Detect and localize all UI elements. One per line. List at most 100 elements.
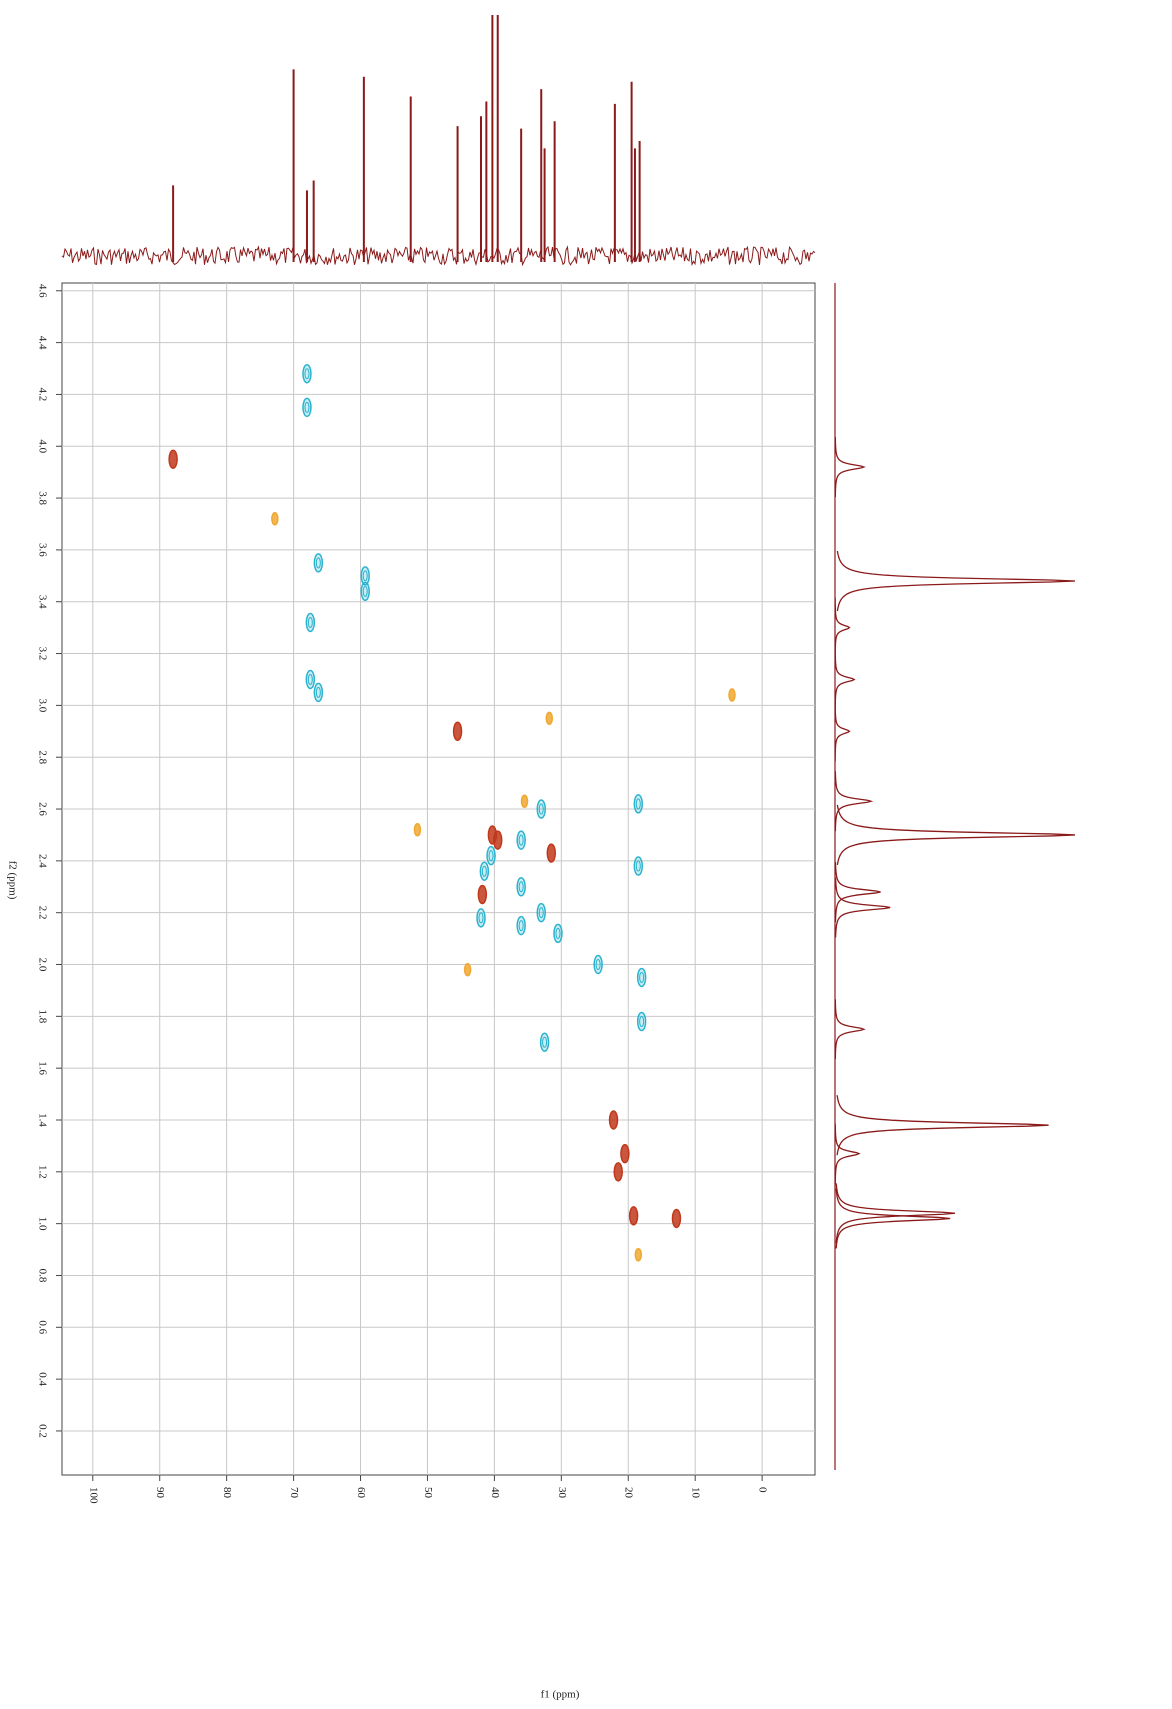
- x-tick-label: 30: [556, 1487, 568, 1499]
- cross-peak-ring: [304, 401, 310, 413]
- x-axis-label: f1 (ppm): [541, 1689, 580, 1701]
- cross-peak: [634, 1247, 643, 1262]
- side-peak: [834, 861, 881, 922]
- x-tick-label: 100: [87, 1487, 99, 1504]
- cross-peak-ring: [362, 585, 368, 597]
- side-peak: [834, 771, 874, 832]
- side-peak: [834, 649, 856, 710]
- cross-peak-ring: [635, 860, 641, 872]
- cross-peak: [476, 908, 486, 928]
- x-tick-label: 90: [154, 1487, 166, 1499]
- side-peak: [835, 1188, 951, 1249]
- y-tick-label: 4.0: [36, 439, 48, 453]
- cross-peak-ring: [518, 920, 524, 932]
- cross-peak: [546, 843, 557, 863]
- side-peak: [834, 701, 851, 762]
- cross-peak-ring: [315, 557, 321, 569]
- cross-peak: [463, 962, 472, 977]
- cross-peak-ring: [542, 1036, 548, 1048]
- cross-peak: [636, 967, 647, 988]
- side-peak: [834, 597, 851, 658]
- side-peak: [836, 550, 1076, 612]
- side-peak: [836, 1095, 1049, 1156]
- y-tick-label: 3.6: [36, 543, 48, 557]
- cross-peak-ring: [518, 834, 524, 846]
- cross-peak-ring: [481, 865, 487, 877]
- cross-peak: [486, 845, 496, 866]
- y-tick-label: 3.8: [36, 491, 48, 505]
- y-tick-label: 2.0: [36, 958, 48, 972]
- x-tick-label: 50: [422, 1487, 434, 1499]
- cross-peak: [302, 363, 312, 384]
- cross-peak: [516, 915, 526, 936]
- cross-peak-ring: [304, 368, 310, 380]
- cross-peak-ring: [555, 927, 561, 939]
- cross-peak: [536, 902, 546, 923]
- x-tick-label: 40: [489, 1487, 501, 1499]
- x-tick-label: 60: [355, 1487, 367, 1499]
- cross-peak: [360, 581, 370, 602]
- y-tick-label: 0.2: [36, 1424, 48, 1438]
- y-tick-label: 0.6: [36, 1320, 48, 1334]
- cross-peak: [613, 1162, 623, 1182]
- y-tick-label: 4.2: [36, 388, 48, 402]
- x-tick-label: 0: [757, 1487, 769, 1493]
- cross-peak: [271, 512, 279, 526]
- cross-peak: [516, 877, 526, 897]
- cross-peak: [302, 397, 312, 418]
- cross-peak-ring: [307, 673, 313, 685]
- cross-peak-ring: [639, 971, 645, 983]
- cross-peak: [539, 1032, 550, 1053]
- cross-peak-ring: [307, 616, 313, 628]
- y-tick-label: 2.2: [36, 906, 48, 920]
- y-tick-label: 1.2: [36, 1165, 48, 1179]
- y-tick-label: 1.6: [36, 1061, 48, 1075]
- cross-peak: [360, 566, 370, 586]
- cross-peak-ring: [639, 1016, 645, 1028]
- y-tick-label: 2.8: [36, 750, 48, 764]
- side-peak: [834, 436, 866, 497]
- cross-peak: [636, 1011, 647, 1032]
- cross-peak-ring: [488, 850, 494, 862]
- plot-frame: [61, 282, 816, 1476]
- cross-peak: [452, 721, 463, 742]
- y-tick-label: 4.6: [36, 284, 48, 298]
- cross-peak: [553, 923, 563, 944]
- cross-peak: [516, 830, 526, 850]
- cross-peak-ring: [315, 686, 321, 698]
- y-tick-label: 3.0: [36, 699, 48, 713]
- cross-peak: [313, 682, 324, 703]
- y-tick-label: 2.6: [36, 802, 48, 816]
- side-peak: [834, 877, 891, 938]
- y-tick-label: 3.2: [36, 647, 48, 661]
- y-tick-label: 1.0: [36, 1217, 48, 1231]
- cross-peak: [620, 1143, 630, 1164]
- cross-peak: [168, 449, 178, 469]
- cross-peak: [520, 794, 529, 809]
- cross-peak-ring: [362, 570, 368, 582]
- cross-peak-ring: [478, 912, 484, 924]
- cross-peak: [479, 861, 490, 881]
- side-peak: [834, 1123, 861, 1184]
- cross-peak: [305, 612, 316, 633]
- cross-peak: [413, 823, 422, 837]
- cross-peak: [633, 794, 644, 814]
- cross-peak: [593, 954, 603, 975]
- y-tick-label: 0.4: [36, 1372, 48, 1386]
- cross-peak: [545, 711, 554, 726]
- cross-peak: [633, 856, 644, 876]
- cross-peak: [477, 884, 488, 905]
- side-peak: [835, 1183, 956, 1244]
- cross-peak-ring: [595, 959, 601, 971]
- y-tick-label: 3.4: [36, 595, 48, 609]
- x-tick-label: 80: [221, 1487, 233, 1499]
- cross-peak-ring: [538, 907, 544, 919]
- y-axis-label: f2 (ppm): [6, 861, 18, 900]
- cross-peak: [492, 830, 503, 850]
- side-peak: [834, 999, 866, 1060]
- x-tick-label: 20: [623, 1487, 635, 1499]
- x-tick-label: 70: [288, 1487, 300, 1499]
- projection-noise: [61, 245, 816, 267]
- cross-peak-ring: [635, 798, 641, 810]
